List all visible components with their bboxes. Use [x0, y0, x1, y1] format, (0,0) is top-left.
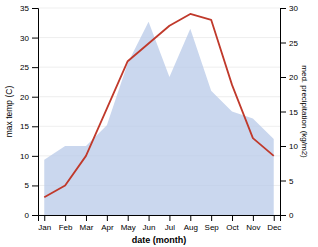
tick-mark: [211, 215, 212, 221]
tick-mark: [149, 215, 150, 221]
chart: Jan Feb Mar Apr May Jun Jul Aug Sep Oct Nov Dec 0 5 10…: [0, 0, 318, 247]
tick-label: Apr: [101, 223, 114, 232]
tick-label: 10: [289, 142, 298, 151]
tick: Jun: [143, 215, 156, 232]
tick-mark: [32, 38, 38, 39]
tick: 5: [25, 181, 38, 190]
tick: 25: [280, 39, 298, 48]
tick-label: May: [121, 223, 136, 232]
tick-label: 30: [289, 4, 298, 13]
y2-axis-title: med. precipitation (kg/m2): [300, 65, 309, 158]
plot: Jan Feb Mar Apr May Jun Jul Aug Sep Oct Nov Dec 0 5 10…: [20, 4, 298, 232]
tick-label: Nov: [246, 223, 260, 232]
tick: Jan: [38, 215, 51, 232]
tick: 15: [20, 122, 38, 131]
tick-label: 0: [25, 211, 30, 220]
tick-label: 35: [20, 4, 29, 13]
tick-mark: [280, 112, 286, 113]
tick-mark: [190, 215, 191, 221]
precipitation-area: [44, 22, 273, 215]
grid-line: [38, 37, 280, 38]
tick: Nov: [246, 215, 260, 232]
tick-mark: [32, 126, 38, 127]
tick-mark: [32, 215, 38, 216]
tick-label: Dec: [267, 223, 281, 232]
x-axis: Jan Feb Mar Apr May Jun Jul Aug Sep Oct Nov Dec: [38, 215, 281, 232]
tick: 25: [20, 63, 38, 72]
tick-mark: [65, 215, 66, 221]
tick-mark: [253, 215, 254, 221]
tick-mark: [280, 146, 286, 147]
tick-mark: [169, 215, 170, 221]
axis-domain: [32, 9, 39, 216]
tick: 0: [280, 211, 294, 220]
tick: 30: [20, 34, 38, 43]
tick: Dec: [267, 215, 281, 232]
tick-label: Jun: [143, 223, 156, 232]
tick-mark: [107, 215, 108, 221]
tick: Apr: [101, 215, 114, 232]
tick: 10: [20, 152, 38, 161]
tick: 5: [280, 177, 294, 186]
x-axis-title: date (month): [132, 235, 187, 245]
tick-label: Jan: [38, 223, 51, 232]
tick-mark: [280, 8, 286, 9]
axis-domain: [39, 216, 281, 222]
temperature-line: [44, 14, 273, 197]
tick: 15: [280, 108, 298, 117]
tick: Mar: [80, 215, 94, 232]
tick: 20: [280, 73, 298, 82]
tick-label: 0: [289, 211, 294, 220]
tick: 30: [280, 4, 298, 13]
tick-mark: [86, 215, 87, 221]
tick-mark: [32, 67, 38, 68]
tick-label: 25: [20, 63, 29, 72]
tick-label: Jul: [165, 223, 175, 232]
tick: Jul: [165, 215, 175, 232]
tick-mark: [280, 77, 286, 78]
tick-label: 15: [20, 122, 29, 131]
tick-mark: [280, 215, 286, 216]
tick-mark: [32, 8, 38, 9]
tick: Feb: [59, 215, 73, 232]
tick: 10: [280, 142, 298, 151]
tick-label: 25: [289, 39, 298, 48]
tick-mark: [128, 215, 129, 221]
tick-label: Sep: [205, 223, 220, 232]
tick-label: 30: [20, 34, 29, 43]
tick-label: Mar: [80, 223, 94, 232]
tick-mark: [32, 97, 38, 98]
tick-mark: [32, 156, 38, 157]
grid-line: [38, 8, 280, 9]
tick-mark: [274, 215, 275, 221]
tick-label: 10: [20, 152, 29, 161]
tick-label: 20: [20, 93, 29, 102]
y2-axis: 0 5 10 15 20 25 30: [280, 4, 298, 220]
tick: 20: [20, 93, 38, 102]
tick-label: 5: [289, 177, 294, 186]
tick-mark: [44, 215, 45, 221]
tick: Aug: [184, 215, 198, 232]
tick-label: Oct: [226, 223, 239, 232]
tick-mark: [32, 185, 38, 186]
tick-label: 15: [289, 108, 298, 117]
tick-label: 20: [289, 73, 298, 82]
tick-mark: [280, 43, 286, 44]
tick: 0: [25, 211, 38, 220]
tick: 35: [20, 4, 38, 13]
tick: Sep: [205, 215, 220, 232]
tick-label: Aug: [184, 223, 198, 232]
axis-domain: [281, 9, 287, 216]
tick-label: Feb: [59, 223, 73, 232]
tick-mark: [232, 215, 233, 221]
grid: [38, 8, 280, 215]
tick-label: 5: [25, 181, 30, 190]
y-axis-title: max temp (C): [4, 86, 14, 138]
y-axis: 0 5 10 15 20 25 30 35: [20, 4, 38, 220]
tick: May: [121, 215, 136, 232]
tick-mark: [280, 181, 286, 182]
marks: [44, 14, 273, 215]
tick: Oct: [226, 215, 239, 232]
